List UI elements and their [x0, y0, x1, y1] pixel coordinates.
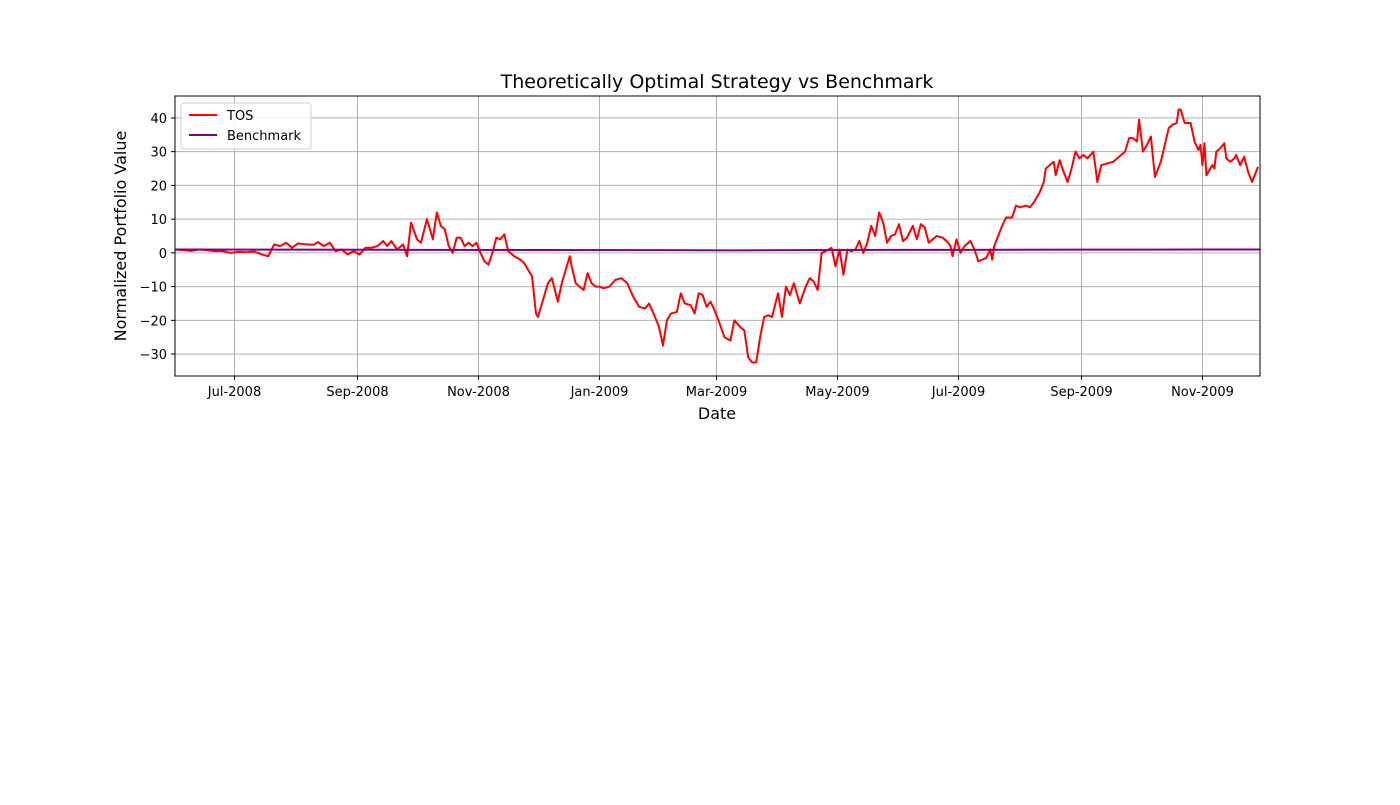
y-tick-label: 30 — [150, 146, 167, 161]
series-line-benchmark — [175, 248, 1260, 252]
x-tick-label: Sep-2008 — [326, 385, 388, 400]
y-tick-label: −10 — [140, 281, 167, 296]
y-tick-label: 40 — [150, 112, 167, 127]
y-tick-label: 10 — [150, 213, 167, 228]
legend-label-benchmark: Benchmark — [227, 129, 302, 144]
x-tick-label: Jan-2009 — [570, 385, 629, 400]
x-tick-label: Nov-2009 — [1171, 385, 1234, 400]
y-tick-label: −20 — [140, 314, 167, 329]
chart-title: Theoretically Optimal Strategy vs Benchm… — [500, 71, 934, 93]
x-tick-label: Jul-2009 — [931, 385, 985, 400]
y-tick-label: 20 — [150, 179, 167, 194]
x-axis: Jul-2008 Sep-2008 Nov-2008 Jan-2009 Mar-2009… — [207, 376, 1234, 400]
x-tick-label: Mar-2009 — [686, 385, 747, 400]
y-tick-label: 0 — [159, 247, 167, 262]
x-tick-label: Nov-2008 — [447, 385, 510, 400]
y-axis-title: Normalized Portfolio Value — [111, 131, 130, 342]
legend: TOS Benchmark — [180, 102, 312, 150]
plot-frame — [174, 95, 1261, 377]
series-line-tos — [175, 108, 1259, 364]
x-axis-title: Date — [698, 404, 736, 423]
x-tick-label: Jul-2008 — [207, 385, 261, 400]
legend-label-tos: TOS — [226, 109, 253, 124]
x-tick-label: May-2009 — [805, 385, 869, 400]
plot-series — [175, 108, 1260, 364]
x-tick-label: Sep-2009 — [1050, 385, 1112, 400]
y-axis: −30 −20 −10 0 10 20 30 40 — [140, 112, 175, 363]
y-tick-label: −30 — [140, 348, 167, 363]
